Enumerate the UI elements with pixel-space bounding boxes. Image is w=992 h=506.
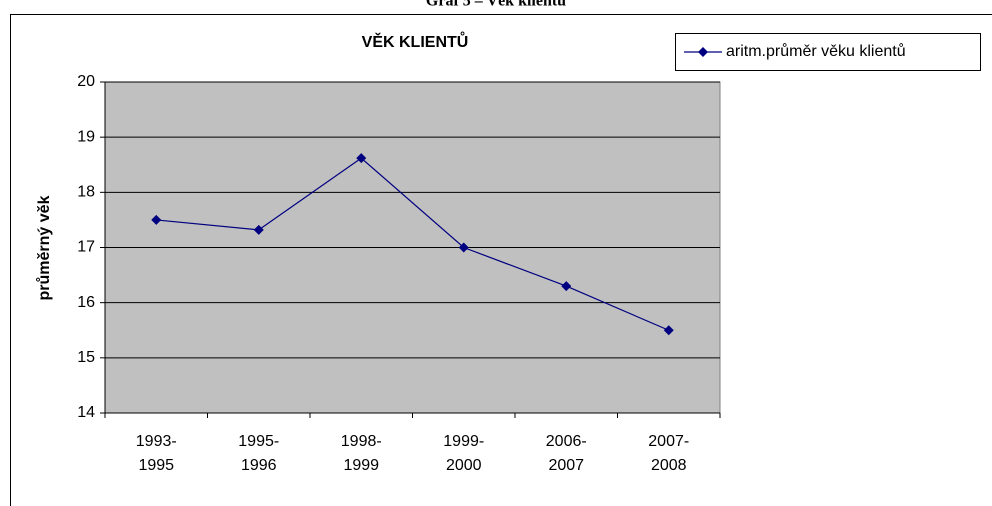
x-tick-label: 2007- 2008: [648, 433, 690, 474]
x-tick-label: 1998- 1999: [340, 433, 382, 474]
data-point: [561, 281, 572, 292]
y-tick-label: 20: [77, 73, 95, 90]
y-tick-label: 17: [77, 239, 95, 256]
x-tick-label: 1995- 1996: [238, 433, 280, 474]
legend-label: aritm.průměr věku klientů: [726, 42, 906, 60]
data-point: [151, 214, 162, 225]
data-point: [253, 224, 264, 235]
data-point: [458, 242, 469, 253]
data-point: [663, 325, 674, 336]
x-tick-label: 1999- 2000: [443, 433, 485, 474]
legend: [675, 33, 981, 71]
y-tick-label: 14: [77, 404, 95, 421]
x-tick-label: 1993- 1995: [135, 433, 177, 474]
caption: Graf 5 – Věk klientů: [426, 0, 566, 10]
legend-marker: [698, 47, 708, 57]
data-point: [356, 153, 367, 164]
series-line: [156, 157, 669, 331]
y-tick-label: 15: [77, 349, 95, 366]
y-tick-label: 16: [77, 294, 95, 311]
x-tick-label: 2006- 2007: [545, 433, 587, 474]
y-axis-label: průměrný věk: [36, 195, 53, 300]
y-tick-label: 19: [77, 128, 95, 145]
chart-title: VĚK KLIENTŮ: [362, 31, 469, 51]
y-tick-label: 18: [77, 184, 95, 201]
